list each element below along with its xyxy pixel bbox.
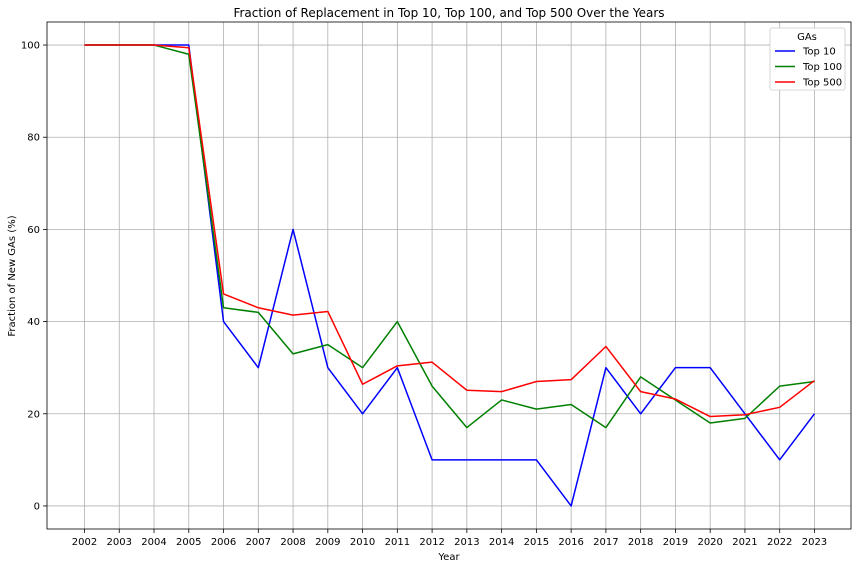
y-tick-label: 80: [27, 133, 40, 144]
x-tick-label: 2012: [419, 537, 444, 548]
chart-title: Fraction of Replacement in Top 10, Top 1…: [233, 6, 664, 20]
x-tick-label: 2008: [280, 537, 305, 548]
x-tick-label: 2007: [246, 537, 271, 548]
x-tick-label: 2005: [176, 537, 201, 548]
x-tick-label: 2013: [454, 537, 479, 548]
series-lines: [84, 44, 816, 507]
plot-frame: [46, 21, 852, 530]
legend-title: GAs: [797, 32, 817, 43]
grid-lines: [47, 22, 851, 529]
y-tick-label: 0: [34, 501, 40, 512]
legend-box: [769, 27, 846, 91]
legend: GAs Top 10 Top 100 Top 500: [769, 27, 846, 91]
x-tick-label: 2017: [593, 537, 618, 548]
x-axis-label: Year: [437, 552, 460, 563]
y-tick-label: 40: [27, 317, 40, 328]
x-tick-label: 2018: [628, 537, 653, 548]
y-tick-label: 100: [21, 41, 40, 52]
legend-label-top-10: Top 10: [802, 47, 836, 58]
legend-label-top-100: Top 100: [802, 62, 842, 73]
x-tick-label: 2022: [767, 537, 792, 548]
legend-entries: Top 10 Top 100 Top 500: [775, 47, 842, 89]
y-axis-label: Fraction of New GAs (%): [7, 215, 18, 336]
x-tick-label: 2004: [141, 537, 166, 548]
x-tick-label: 2019: [663, 537, 688, 548]
x-tick-label: 2023: [802, 537, 827, 548]
y-axis-ticks: 0 20 40 60 80 100: [21, 41, 47, 512]
x-tick-label: 2020: [697, 537, 722, 548]
x-axis-ticks: 2002 2003 2004 2005 2006 2007 2008 2009 2010 2011…: [72, 529, 827, 548]
x-tick-label: 2015: [524, 537, 549, 548]
x-tick-label: 2011: [385, 537, 410, 548]
x-tick-label: 2021: [732, 537, 757, 548]
x-tick-label: 2010: [350, 537, 375, 548]
series-line-top-100: [84, 44, 815, 429]
x-tick-label: 2014: [489, 537, 514, 548]
y-tick-label: 20: [27, 409, 40, 420]
y-tick-label: 60: [27, 225, 40, 236]
series-line-top-500: [84, 44, 815, 418]
x-tick-label: 2016: [558, 537, 583, 548]
legend-label-top-500: Top 500: [802, 78, 842, 89]
x-tick-label: 2006: [211, 537, 236, 548]
x-tick-label: 2003: [107, 537, 132, 548]
x-tick-label: 2002: [72, 537, 97, 548]
x-tick-label: 2009: [315, 537, 340, 548]
